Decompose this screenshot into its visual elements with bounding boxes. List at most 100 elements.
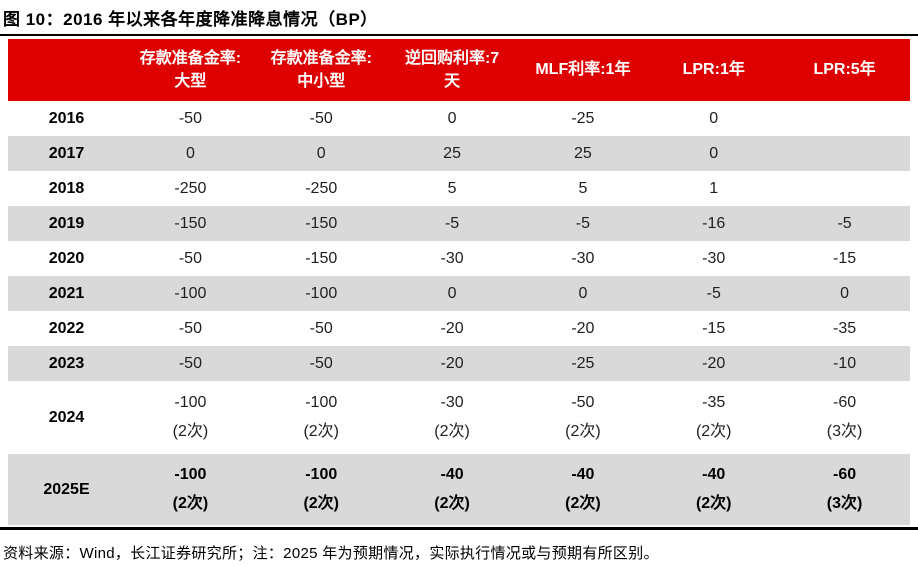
value-cell: -100 <box>174 284 207 302</box>
year-cell: 2020 <box>48 249 85 267</box>
value-cell: -100 <box>305 284 338 302</box>
value-cell: -50 <box>178 354 202 372</box>
value-cell: 0 <box>709 144 719 162</box>
header-cell: 存款准备金率: 中小型 <box>256 39 387 101</box>
value-cell: 0 <box>185 144 195 162</box>
header-line2: 中小型 <box>297 73 346 90</box>
value-cell: -100 (2次) <box>125 389 256 447</box>
value-cell: -250 <box>305 179 338 197</box>
value-cell: -15 <box>832 249 857 267</box>
year-cell: 2018 <box>48 179 85 197</box>
header-line1: LPR:5年 <box>813 61 876 79</box>
value-cell: -20 <box>440 319 464 337</box>
value-count: (2次) <box>695 494 732 512</box>
value-cell: -20 <box>571 319 595 337</box>
title-divider <box>0 34 918 36</box>
value-main: -40 <box>440 465 464 483</box>
table-row-2023: 2023 -50 -50 -20 -25 -20 -10 <box>8 346 910 381</box>
year-cell: 2019 <box>48 214 85 232</box>
value-count: (2次) <box>695 422 732 440</box>
year-cell: 2016 <box>48 109 85 127</box>
value-count: (2次) <box>434 494 470 512</box>
value-cell: 5 <box>578 179 588 197</box>
bottom-divider <box>0 527 918 530</box>
rate-cuts-table: 存款准备金率: 大型 存款准备金率: 中小型 逆回购利率:7 天 MLF利率:1年 LPR:1… <box>8 39 910 525</box>
value-main: -40 <box>571 465 595 483</box>
value-cell: -150 <box>305 249 338 267</box>
value-cell: 0 <box>447 109 457 127</box>
value-main: -30 <box>440 393 464 411</box>
value-cell: 0 <box>709 109 719 127</box>
table-row-2017: 2017 0 0 25 25 0 <box>8 136 910 171</box>
value-main: -40 <box>702 465 726 483</box>
value-cell: 0 <box>447 284 457 302</box>
header-cell: MLF利率:1年 <box>517 39 648 101</box>
value-cell: -20 <box>702 354 726 372</box>
value-cell: -30 <box>702 249 726 267</box>
source-note: 资料来源：Wind，长江证券研究所；注：2025 年为预期情况，实际执行情况或与… <box>3 545 659 562</box>
value-cell: -25 <box>571 354 595 372</box>
value-cell: -30 <box>571 249 595 267</box>
value-main: -50 <box>571 393 595 411</box>
value-main: -100 <box>174 465 207 483</box>
value-count: (2次) <box>172 494 209 512</box>
header-line1: LPR:1年 <box>682 61 745 79</box>
table-header: 存款准备金率: 大型 存款准备金率: 中小型 逆回购利率:7 天 MLF利率:1年 LPR:1… <box>8 39 910 101</box>
value-cell: -16 <box>702 214 726 232</box>
value-cell: 25 <box>574 144 592 162</box>
year-cell: 2022 <box>48 319 85 337</box>
value-count: (2次) <box>434 422 470 440</box>
value-cell: -60 (3次) <box>779 461 910 519</box>
value-cell: -5 <box>575 214 591 232</box>
header-line1: 存款准备金率: <box>270 49 372 67</box>
value-cell: -10 <box>832 354 857 372</box>
value-cell: -15 <box>702 319 726 337</box>
value-cell: 0 <box>578 284 588 302</box>
value-cell: -5 <box>706 284 721 302</box>
value-cell: -100 (2次) <box>256 461 387 519</box>
header-line1: 逆回购利率:7 <box>404 49 500 67</box>
value-main: -100 <box>305 393 338 411</box>
table-row-2018: 2018 -250 -250 5 5 1 <box>8 171 910 206</box>
header-line2: 大型 <box>174 73 207 90</box>
value-cell: -60 (3次) <box>779 389 910 447</box>
header-line1: 存款准备金率: <box>139 49 242 67</box>
value-cell: -30 <box>440 249 464 267</box>
header-line2: 天 <box>444 73 461 90</box>
year-cell: 2025E <box>43 480 90 498</box>
table-row-2016: 2016 -50 -50 0 -25 0 <box>8 101 910 136</box>
year-cell: 2023 <box>48 354 85 372</box>
value-cell: -150 <box>305 214 338 232</box>
value-cell: -50 <box>309 109 333 127</box>
value-count: (2次) <box>565 494 601 512</box>
value-count: (2次) <box>565 422 601 440</box>
value-cell: -5 <box>444 214 460 232</box>
table-row-2024: 2024 -100 (2次) -100 (2次) -30 (2次) -50 (2次) -35 (2次… <box>8 381 910 454</box>
value-cell: -30 (2次) <box>387 389 518 447</box>
value-cell: 1 <box>709 179 719 197</box>
table-row-2025E: 2025E -100 (2次) -100 (2次) -40 (2次) -40 (2次) -40 (2… <box>8 454 910 525</box>
header-line1: MLF利率:1年 <box>535 61 631 79</box>
value-cell: -50 (2次) <box>517 389 648 447</box>
header-cell-year <box>8 39 125 101</box>
value-count: (2次) <box>303 422 340 440</box>
value-cell: 0 <box>316 144 326 162</box>
table-row-2019: 2019 -150 -150 -5 -5 -16 -5 <box>8 206 910 241</box>
value-cell: -5 <box>837 214 852 232</box>
value-count: (2次) <box>303 494 340 512</box>
value-cell: -25 <box>571 109 595 127</box>
value-cell: -250 <box>174 179 207 197</box>
table-row-2021: 2021 -100 -100 0 0 -5 0 <box>8 276 910 311</box>
table-row-2022: 2022 -50 -50 -20 -20 -15 -35 <box>8 311 910 346</box>
year-cell: 2021 <box>48 284 85 302</box>
value-main: -100 <box>174 393 207 411</box>
figure-title: 图 10：2016 年以来各年度降准降息情况（BP） <box>3 10 378 29</box>
value-cell: -40 (2次) <box>517 461 648 519</box>
table-row-2020: 2020 -50 -150 -30 -30 -30 -15 <box>8 241 910 276</box>
value-cell: 0 <box>840 284 849 302</box>
value-cell: -35 <box>832 319 857 337</box>
value-cell: 25 <box>443 144 461 162</box>
value-cell: -50 <box>178 319 202 337</box>
value-cell: -100 (2次) <box>256 389 387 447</box>
